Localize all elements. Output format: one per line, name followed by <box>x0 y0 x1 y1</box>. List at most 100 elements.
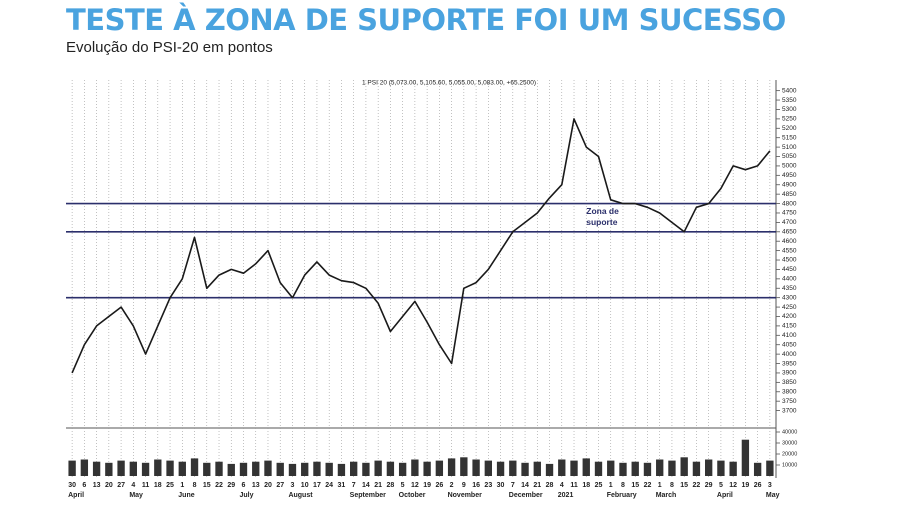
y-tick-label: 4750 <box>782 210 797 217</box>
x-tick-label: 27 <box>276 482 284 489</box>
volume-bar <box>190 458 199 476</box>
x-tick-label: 12 <box>729 482 737 489</box>
volume-bar <box>753 462 762 476</box>
x-tick-label: 6 <box>82 482 86 489</box>
month-label: September <box>350 492 386 499</box>
x-tick-label: 18 <box>154 482 162 489</box>
x-tick-label: 21 <box>374 482 382 489</box>
x-tick-label: 16 <box>472 482 480 489</box>
legend-label: 1 PSI 20 (5,073.00, 5,105.60, 5,055.00, … <box>362 80 536 87</box>
y-tick-label: 4250 <box>782 304 797 311</box>
month-label: April <box>68 492 84 499</box>
y-tick-label: 4600 <box>782 238 797 245</box>
volume-bar <box>447 458 456 476</box>
volume-bar <box>582 458 590 476</box>
x-tick-label: 2 <box>450 482 454 489</box>
y-tick-label: 5200 <box>782 125 797 132</box>
x-tick-label: 14 <box>362 482 370 489</box>
y-tick-label: 4550 <box>782 247 797 254</box>
x-tick-label: 1 <box>658 482 662 489</box>
y-tick-label: 4900 <box>782 181 797 188</box>
x-tick-label: 20 <box>264 482 272 489</box>
x-tick-label: 14 <box>521 482 529 489</box>
x-tick-label: 1 <box>609 482 613 489</box>
volume-bar <box>80 459 89 476</box>
volume-bar <box>668 460 676 476</box>
y-tick-label: 5400 <box>782 87 797 94</box>
chart-title: TESTE À ZONA DE SUPORTE FOI UM SUCESSO <box>66 3 786 37</box>
volume-bar <box>105 462 113 476</box>
y-tick-label: 4150 <box>782 323 797 330</box>
volume-bar <box>643 462 652 476</box>
y-tick-label: 4400 <box>782 276 797 283</box>
y-tick-label: 3800 <box>782 388 797 395</box>
volume-bar <box>92 461 101 476</box>
x-tick-label: 11 <box>142 482 150 489</box>
y-tick-label: 4500 <box>782 257 797 264</box>
x-tick-label: 8 <box>193 482 197 489</box>
volume-bar <box>117 460 125 476</box>
month-label: February <box>607 492 637 499</box>
y-tick-label: 5250 <box>782 116 797 123</box>
volume-bar <box>215 461 223 476</box>
volume-bar <box>545 463 554 476</box>
y-tick-label: 3850 <box>782 379 797 386</box>
x-tick-label: 15 <box>203 482 211 489</box>
month-label: July <box>240 492 254 499</box>
volume-bar <box>362 462 370 476</box>
y-tick-label: 4850 <box>782 191 797 198</box>
volume-bar <box>484 460 492 476</box>
x-tick-label: 12 <box>411 482 419 489</box>
x-tick-label: 29 <box>705 482 713 489</box>
y-tick-label: 5350 <box>782 97 797 104</box>
month-label: October <box>399 492 426 499</box>
x-tick-label: 20 <box>105 482 113 489</box>
volume-tick-label: 40000 <box>782 429 797 435</box>
volume-bar <box>766 460 774 476</box>
volume-bar <box>619 462 627 476</box>
x-tick-label: 1 <box>180 482 184 489</box>
x-tick-label: 27 <box>117 482 125 489</box>
volume-bar <box>386 461 395 476</box>
y-tick-label: 4100 <box>782 332 797 339</box>
x-tick-label: 18 <box>582 482 590 489</box>
y-tick-label: 5050 <box>782 153 797 160</box>
volume-bar <box>594 461 603 476</box>
month-label: May <box>129 492 143 499</box>
volume-tick-label: 30000 <box>782 440 797 446</box>
x-tick-label: 19 <box>423 482 431 489</box>
x-tick-label: 22 <box>644 482 652 489</box>
month-label: June <box>178 492 194 499</box>
volume-bar <box>472 459 480 476</box>
volume-bar <box>178 461 186 476</box>
x-tick-label: 3 <box>768 482 772 489</box>
x-tick-label: 9 <box>462 482 466 489</box>
x-tick-label: 28 <box>546 482 554 489</box>
x-tick-label: 13 <box>252 482 260 489</box>
y-tick-label: 4650 <box>782 229 797 236</box>
volume-bar <box>252 461 260 476</box>
y-tick-label: 4800 <box>782 200 797 207</box>
y-tick-label: 3750 <box>782 398 797 405</box>
volume-bar <box>288 463 297 476</box>
x-tick-label: 6 <box>242 482 246 489</box>
x-tick-label: 30 <box>497 482 505 489</box>
volume-bar <box>656 459 664 476</box>
volume-bar <box>717 460 725 476</box>
y-tick-label: 5300 <box>782 106 797 113</box>
x-tick-label: 31 <box>338 482 346 489</box>
month-label: December <box>509 492 543 499</box>
x-tick-label: 30 <box>68 482 76 489</box>
x-tick-label: 5 <box>401 482 405 489</box>
x-tick-label: 4 <box>560 482 564 489</box>
y-tick-label: 4200 <box>782 313 797 320</box>
x-tick-label: 26 <box>435 482 443 489</box>
x-tick-label: 21 <box>533 482 541 489</box>
y-tick-label: 4050 <box>782 341 797 348</box>
volume-bar <box>264 460 272 476</box>
volume-bar <box>533 461 541 476</box>
x-tick-label: 13 <box>93 482 101 489</box>
volume-bar <box>301 462 309 476</box>
x-tick-label: 17 <box>313 482 321 489</box>
